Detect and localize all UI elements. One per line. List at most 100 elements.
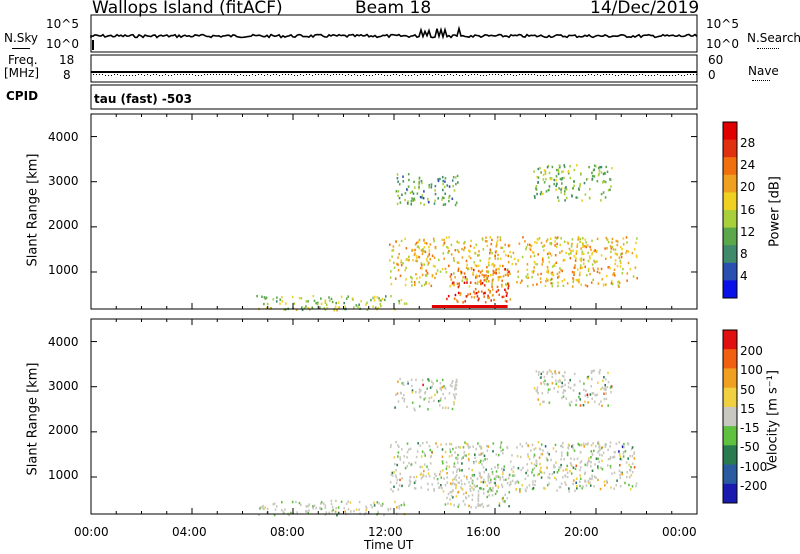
velocity-echo-cell [409, 483, 411, 486]
velocity-echo-cell [555, 478, 558, 481]
velocity-echo-cell [505, 478, 507, 481]
velocity-echo-cell [562, 469, 565, 472]
xtick-1600: 16:00 [466, 525, 501, 539]
power-echo-cell [397, 263, 399, 266]
power-echo-cell [560, 178, 563, 181]
velocity-echo-cell [502, 470, 504, 473]
power-echo-cell [406, 188, 408, 191]
power-echo-cell [500, 246, 502, 249]
power-echo-cell [331, 300, 334, 304]
power-echo-cell [551, 273, 554, 276]
velocity-echo-cell [423, 398, 425, 401]
power-echo-cell [470, 239, 472, 243]
power-echo-cell [320, 302, 323, 306]
nave-dot [696, 74, 697, 75]
nave-dot [576, 75, 577, 76]
power-echo-cell [573, 184, 575, 187]
station-title: Wallops Island (fitACF) [92, 0, 283, 18]
power-echo-cell [405, 247, 408, 250]
velocity-echo-cell [600, 387, 602, 391]
vel-cb-tick-100: 100 [740, 363, 763, 377]
velocity-echo-cell [630, 466, 632, 469]
power-echo-cell [600, 192, 603, 196]
power-echo-cell [324, 301, 327, 304]
velocity-echo-cell [452, 393, 455, 396]
nave-dot [450, 74, 451, 75]
power-echo-cell [542, 256, 544, 260]
power-echo-cell [486, 240, 488, 243]
velocity-echo-cell [535, 370, 538, 373]
power-echo-cell [415, 273, 417, 276]
velocity-echo-cell [597, 465, 599, 468]
velocity-echo-cell [291, 500, 294, 504]
velocity-echo-cell [609, 457, 611, 460]
power-echo-cell [621, 252, 623, 255]
power-echo-cell [544, 172, 547, 175]
power-echo-cell [497, 289, 500, 292]
power-echo-cell [611, 245, 614, 249]
power-echo-cell [462, 276, 464, 279]
power-colorbar-segment [723, 122, 737, 141]
nave-dot [402, 74, 403, 75]
velocity-echo-cell [298, 501, 301, 505]
velocity-echo-cell [420, 455, 423, 458]
power-echo-cell [565, 251, 567, 255]
power-echo-cell [561, 269, 564, 273]
velocity-echo-cell [452, 447, 454, 451]
velocity-colorbar-segment [723, 368, 737, 389]
velocity-echo-cell [410, 378, 413, 381]
power-echo-cell [434, 192, 437, 196]
nave-dot [225, 74, 226, 75]
velocity-echo-cell [548, 401, 551, 404]
velocity-echo-cell [474, 453, 476, 456]
velocity-echo-cell [343, 506, 345, 510]
velocity-echo-cell [607, 404, 609, 407]
nave-dot [297, 75, 298, 76]
nave-dot [657, 74, 658, 75]
power-echo-cell [542, 192, 544, 196]
velocity-echo-cell [589, 477, 591, 480]
velocity-echo-cell [569, 462, 572, 465]
velocity-echo-cell [441, 386, 444, 389]
velocity-echo-cell [439, 485, 441, 489]
power-echo-cell [491, 280, 494, 283]
power-echo-cell [540, 280, 542, 284]
power-echo-cell [495, 245, 498, 248]
power-echo-cell [256, 294, 258, 298]
power-echo-cell [428, 183, 431, 187]
power-echo-cell [575, 250, 578, 253]
nave-dot [639, 74, 640, 75]
velocity-echo-cell [559, 485, 562, 489]
power-echo-cell [434, 276, 436, 280]
velocity-echo-cell [569, 403, 571, 407]
power-echo-cell [555, 261, 558, 264]
velocity-echo-cell [476, 484, 478, 488]
velocity-echo-cell [427, 488, 429, 491]
power-echo-cell [420, 249, 423, 252]
nave-dot [609, 74, 610, 75]
velocity-echo-cell [349, 501, 352, 504]
velocity-echo-cell [395, 393, 397, 396]
velocity-echo-cell [613, 455, 615, 459]
nave-dot [273, 74, 274, 75]
velocity-echo-cell [540, 471, 543, 474]
power-echo-cell [553, 178, 556, 182]
power-echo-cell [611, 241, 613, 244]
velocity-echo-cell [607, 457, 610, 461]
velocity-echo-cell [587, 481, 590, 485]
velocity-echo-cell [502, 472, 504, 475]
velocity-echo-cell [501, 475, 504, 479]
velocity-echo-cell [444, 386, 447, 390]
power-echo-cell [457, 261, 460, 265]
velocity-echo-cell [520, 468, 523, 472]
velocity-echo-cell [312, 507, 314, 510]
velocity-echo-cell [460, 479, 463, 482]
velocity-echo-cell [446, 472, 448, 475]
velocity-echo-cell [463, 454, 466, 457]
power-echo-cell [448, 249, 450, 253]
nave-dot [294, 75, 295, 76]
velocity-echo-cell [635, 482, 638, 485]
velocity-echo-cell [622, 455, 625, 458]
velocity-echo-cell [631, 454, 634, 458]
power-echo-cell [528, 247, 531, 250]
